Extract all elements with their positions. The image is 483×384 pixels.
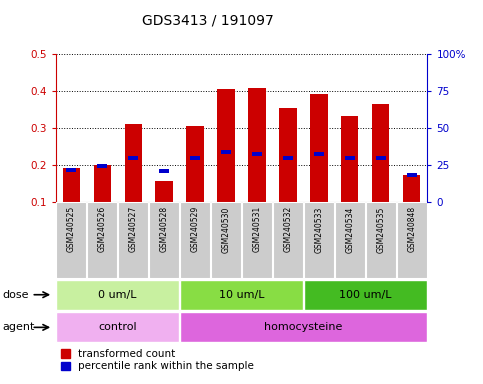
Text: GSM240528: GSM240528 [159, 206, 169, 252]
Bar [242, 202, 272, 278]
Text: 10 um/L: 10 um/L [219, 290, 264, 300]
Text: dose: dose [2, 290, 29, 300]
Text: control: control [98, 322, 137, 333]
Bar [190, 156, 199, 160]
Bar [159, 169, 169, 173]
Text: GSM240534: GSM240534 [345, 206, 355, 253]
Bar [156, 181, 172, 202]
Bar [280, 108, 297, 202]
Bar [118, 202, 148, 278]
Text: GSM240533: GSM240533 [314, 206, 324, 253]
Bar [284, 156, 293, 160]
Text: GDS3413 / 191097: GDS3413 / 191097 [142, 13, 273, 27]
Legend: transformed count, percentile rank within the sample: transformed count, percentile rank withi… [61, 349, 255, 371]
Bar [186, 126, 203, 202]
Text: homocysteine: homocysteine [264, 322, 342, 333]
Text: agent: agent [2, 322, 35, 333]
Bar [314, 152, 324, 156]
Bar [56, 280, 179, 310]
Bar [149, 202, 179, 278]
Bar [366, 202, 396, 278]
Bar [221, 150, 231, 154]
Bar [62, 168, 80, 202]
Bar [345, 156, 355, 160]
Bar [180, 312, 427, 343]
Bar [128, 156, 138, 160]
Bar [87, 202, 117, 278]
Text: GSM240526: GSM240526 [98, 206, 107, 252]
Text: GSM240535: GSM240535 [376, 206, 385, 253]
Bar [397, 202, 427, 278]
Text: GSM240532: GSM240532 [284, 206, 293, 252]
Bar [335, 202, 365, 278]
Bar [407, 173, 417, 177]
Bar [376, 156, 385, 160]
Text: GSM240527: GSM240527 [128, 206, 138, 252]
Text: GSM240529: GSM240529 [190, 206, 199, 252]
Bar [56, 202, 86, 278]
Text: 0 um/L: 0 um/L [98, 290, 137, 300]
Text: GSM240531: GSM240531 [253, 206, 261, 252]
Text: 100 um/L: 100 um/L [339, 290, 392, 300]
Bar [180, 202, 210, 278]
Bar [311, 94, 327, 202]
Text: GSM240525: GSM240525 [67, 206, 75, 252]
Bar [98, 164, 107, 167]
Bar [248, 88, 266, 202]
Bar [372, 104, 389, 202]
Bar [304, 202, 334, 278]
Bar [403, 175, 421, 202]
Bar [304, 280, 427, 310]
Bar [217, 89, 235, 202]
Bar [273, 202, 303, 278]
Bar [56, 312, 179, 343]
Bar [125, 124, 142, 202]
Bar [341, 116, 358, 202]
Bar [211, 202, 241, 278]
Bar [252, 152, 262, 156]
Text: GSM240530: GSM240530 [222, 206, 230, 253]
Bar [66, 168, 76, 172]
Bar [94, 165, 111, 202]
Text: GSM240848: GSM240848 [408, 206, 416, 252]
Bar [180, 280, 303, 310]
